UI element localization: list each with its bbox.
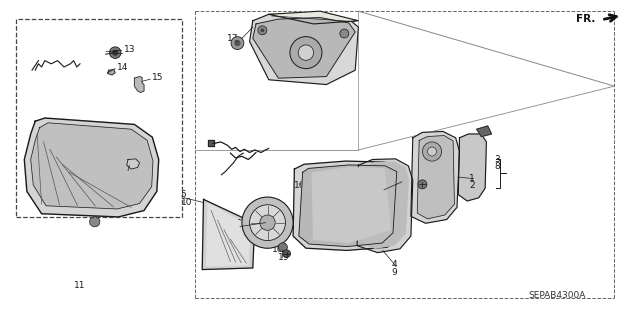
Polygon shape xyxy=(207,204,250,266)
Polygon shape xyxy=(127,159,140,169)
Text: 4: 4 xyxy=(392,260,397,269)
Polygon shape xyxy=(361,162,408,248)
Circle shape xyxy=(422,142,442,161)
Polygon shape xyxy=(134,77,144,93)
Text: 1: 1 xyxy=(469,174,475,182)
Circle shape xyxy=(90,217,100,227)
Circle shape xyxy=(242,197,293,248)
Polygon shape xyxy=(24,118,159,217)
Polygon shape xyxy=(253,18,355,78)
Circle shape xyxy=(290,37,322,69)
Polygon shape xyxy=(411,131,460,223)
Text: FR.: FR. xyxy=(576,13,595,24)
Text: 13: 13 xyxy=(124,45,135,54)
Circle shape xyxy=(113,50,118,55)
Text: 2: 2 xyxy=(469,181,475,189)
Text: 9: 9 xyxy=(392,268,397,277)
Text: 16: 16 xyxy=(294,181,306,189)
Text: 16: 16 xyxy=(272,245,284,254)
Circle shape xyxy=(340,29,349,38)
Text: 11: 11 xyxy=(74,281,85,290)
Circle shape xyxy=(428,147,436,156)
Text: 15: 15 xyxy=(152,73,163,82)
Circle shape xyxy=(278,243,287,252)
Text: 19: 19 xyxy=(278,253,290,262)
Bar xyxy=(16,19,182,217)
Polygon shape xyxy=(202,199,255,270)
Polygon shape xyxy=(250,13,358,85)
Circle shape xyxy=(283,250,291,257)
Polygon shape xyxy=(477,126,492,137)
Polygon shape xyxy=(31,123,153,209)
Text: 16: 16 xyxy=(383,184,394,193)
Text: 20: 20 xyxy=(237,227,248,236)
Circle shape xyxy=(260,28,264,32)
Polygon shape xyxy=(417,136,454,219)
Circle shape xyxy=(250,205,285,241)
Polygon shape xyxy=(108,70,115,75)
Circle shape xyxy=(234,40,241,46)
Polygon shape xyxy=(312,167,390,242)
Text: 12: 12 xyxy=(128,167,140,176)
Text: 3: 3 xyxy=(495,155,500,164)
Polygon shape xyxy=(208,140,214,146)
Text: 18: 18 xyxy=(237,219,248,228)
Text: 10: 10 xyxy=(180,198,192,207)
Polygon shape xyxy=(357,159,413,253)
Polygon shape xyxy=(293,161,406,250)
Polygon shape xyxy=(458,134,486,201)
Text: 5: 5 xyxy=(180,190,186,199)
Circle shape xyxy=(231,37,244,49)
Circle shape xyxy=(109,47,121,58)
Text: 17: 17 xyxy=(227,34,239,43)
Circle shape xyxy=(260,215,275,230)
Text: SEPAB4300A: SEPAB4300A xyxy=(528,291,586,300)
Polygon shape xyxy=(299,165,397,247)
Text: 8: 8 xyxy=(495,162,500,171)
Circle shape xyxy=(418,180,427,189)
Circle shape xyxy=(298,45,314,60)
Polygon shape xyxy=(269,11,358,24)
Text: 14: 14 xyxy=(117,63,129,72)
Circle shape xyxy=(258,26,267,35)
